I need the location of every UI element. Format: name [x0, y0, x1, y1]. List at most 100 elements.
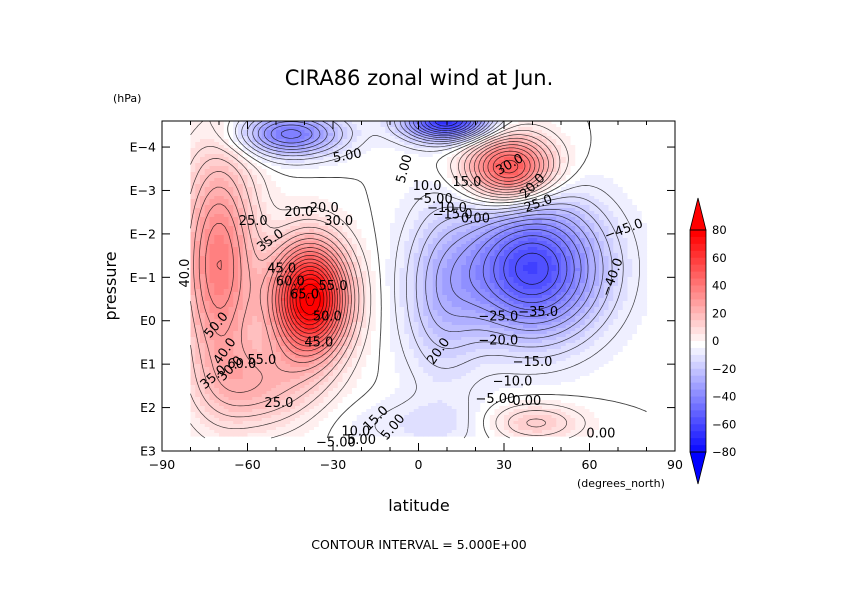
field-cell [413, 169, 420, 173]
field-cell [575, 166, 581, 170]
field-cell [233, 190, 239, 194]
field-cell [632, 133, 638, 137]
field-cell [219, 181, 225, 185]
field-cell [451, 139, 458, 143]
field-cell [575, 208, 581, 212]
field-cell [375, 181, 382, 185]
field-cell [285, 229, 291, 233]
field-cell [413, 208, 420, 212]
field-cell [556, 127, 562, 131]
field-cell [361, 166, 367, 170]
field-cell [399, 142, 405, 146]
field-cell [228, 211, 234, 215]
field-cell [371, 211, 377, 215]
chart-title: CIRA86 zonal wind at Jun. [285, 66, 554, 90]
field-cell [290, 139, 296, 143]
field-cell [413, 235, 420, 239]
field-cell [456, 214, 462, 218]
field-cell [295, 181, 301, 185]
field-cell [390, 148, 396, 152]
field-cell [466, 175, 472, 179]
field-cell [589, 214, 595, 218]
field-cell [542, 202, 548, 206]
field-cell [613, 178, 619, 182]
field-cell [314, 232, 320, 236]
field-cell [371, 232, 377, 236]
field-cell [622, 151, 629, 155]
field-cell [413, 199, 420, 203]
field-cell [390, 190, 396, 194]
field-cell [494, 145, 500, 149]
field-cell [494, 229, 500, 233]
field-cell [257, 145, 263, 149]
field-cell [385, 184, 391, 188]
field-cell [190, 160, 196, 164]
field-cell [299, 181, 306, 185]
field-cell [304, 217, 310, 221]
field-cell [195, 232, 201, 236]
field-cell [641, 187, 648, 191]
field-cell [299, 214, 306, 218]
field-cell [594, 202, 600, 206]
field-cell [561, 154, 567, 158]
field-cell [442, 151, 448, 155]
field-cell [323, 157, 329, 161]
field-cell [480, 127, 486, 131]
field-cell [589, 181, 595, 185]
field-cell [428, 214, 434, 218]
field-cell [404, 169, 410, 173]
field-cell [480, 160, 486, 164]
field-cell [200, 160, 206, 164]
field-cell [608, 187, 614, 191]
field-cell [428, 175, 434, 179]
field-cell [247, 181, 253, 185]
field-cell [565, 169, 572, 173]
field-cell [613, 217, 619, 221]
field-cell [295, 127, 301, 131]
field-cell [204, 121, 211, 125]
field-cell [352, 169, 358, 173]
field-cell [394, 139, 401, 143]
field-cell [641, 190, 648, 194]
field-cell [356, 127, 363, 131]
field-cell [337, 211, 344, 215]
field-cell [475, 196, 481, 200]
field-cell [418, 142, 424, 146]
field-cell [494, 202, 500, 206]
field-cell [570, 223, 576, 227]
field-cell [413, 220, 420, 224]
field-cell [390, 145, 396, 149]
field-cell [513, 229, 519, 233]
field-cell [622, 175, 629, 179]
field-cell [371, 160, 377, 164]
field-cell [461, 187, 467, 191]
field-cell [271, 184, 277, 188]
field-cell [485, 205, 491, 209]
field-cell [375, 196, 382, 200]
field-cell [618, 205, 624, 209]
field-cell [375, 178, 382, 182]
field-cell [399, 175, 405, 179]
field-cell [413, 130, 420, 134]
field-cell [518, 130, 524, 134]
field-cell [508, 235, 515, 239]
field-cell [190, 121, 196, 125]
field-cell [209, 238, 215, 242]
field-cell [570, 214, 576, 218]
field-cell [504, 127, 510, 131]
field-cell [190, 142, 196, 146]
field-cell [223, 202, 230, 206]
field-cell [461, 232, 467, 236]
field-cell [542, 148, 548, 152]
field-cell [461, 223, 467, 227]
field-cell [252, 139, 258, 143]
field-cell [238, 223, 244, 227]
field-cell [518, 214, 524, 218]
field-cell [271, 232, 277, 236]
field-cell [271, 229, 277, 233]
field-cell [504, 187, 510, 191]
field-cell [390, 154, 396, 158]
field-cell [447, 184, 453, 188]
field-cell [461, 130, 467, 134]
field-cell [565, 202, 572, 206]
